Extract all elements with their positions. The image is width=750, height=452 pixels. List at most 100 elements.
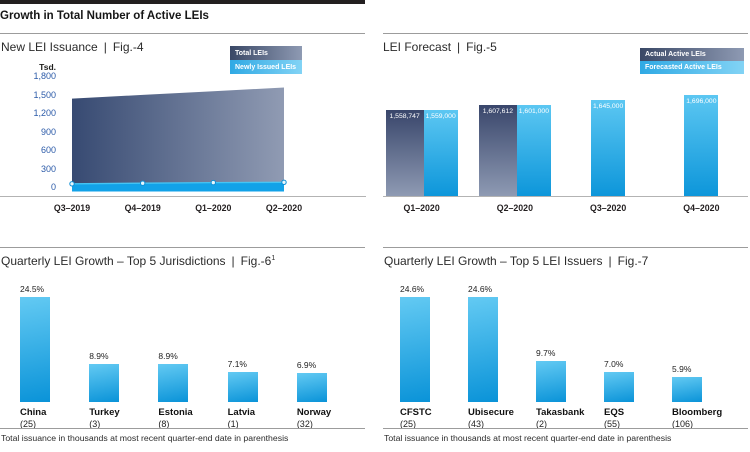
percent-label: 24.6% bbox=[400, 284, 425, 294]
fig5-fig-label: Fig.-5 bbox=[466, 40, 497, 54]
bar-value-label: 1,696,000 bbox=[686, 98, 717, 105]
category-count: (55) bbox=[604, 419, 621, 429]
fig4-y-axis-unit: Tsd. bbox=[39, 62, 56, 72]
divider-bottom-left bbox=[0, 247, 365, 248]
category-name: Norway bbox=[296, 407, 332, 418]
fig6-footnote-marker: 1 bbox=[271, 255, 276, 262]
fig4-title-separator: | bbox=[103, 40, 107, 54]
fig6-title-text: Quarterly LEI Growth – Top 5 Jurisdictio… bbox=[1, 254, 226, 268]
percent-label: 8.9% bbox=[89, 351, 109, 361]
category-name: China bbox=[20, 407, 47, 418]
fig5-title-text: LEI Forecast bbox=[383, 40, 452, 54]
category-bar-area: 24.6% bbox=[383, 277, 451, 402]
category-name: Turkey bbox=[89, 407, 120, 418]
fig7-title-text: Quarterly LEI Growth – Top 5 LEI Issuers bbox=[384, 254, 603, 268]
category-name: Takasbank bbox=[536, 407, 585, 418]
category-count: (1) bbox=[227, 419, 239, 429]
actual-active-leis-bar: 1,558,747 bbox=[385, 110, 424, 196]
category-name: Ubisecure bbox=[468, 407, 514, 418]
category-count: (43) bbox=[468, 419, 485, 429]
header-accent-bar bbox=[0, 0, 365, 4]
fig5-x-tick: Q2–2020 bbox=[496, 203, 533, 213]
category-count: (8) bbox=[158, 419, 170, 429]
data-point-marker bbox=[210, 179, 217, 186]
category-count: (106) bbox=[672, 419, 694, 429]
fig5-bar-group: 1,607,612 1,601,000 bbox=[468, 80, 561, 196]
newly-issued-band bbox=[72, 182, 284, 192]
growth-bar bbox=[158, 364, 189, 402]
category-count: (2) bbox=[536, 419, 547, 429]
legend-item-actual-active-leis: Actual Active LEIs bbox=[640, 48, 744, 61]
forecasted-active-leis-bar: 1,559,000 bbox=[423, 110, 458, 196]
category-bar-area: 9.7% bbox=[519, 277, 587, 402]
bar-value-label: 1,645,000 bbox=[593, 103, 624, 110]
bar-value-label: 1,558,747 bbox=[389, 113, 420, 120]
forecasted-active-leis-bar: 1,601,000 bbox=[516, 105, 551, 196]
bar-value-label: 1,601,000 bbox=[518, 108, 549, 115]
fig5-plot: 1,558,747 1,559,000 1,607,612 1,601,000 1,64… bbox=[375, 80, 748, 196]
fig4-plot bbox=[69, 87, 287, 192]
fig6-title-separator: | bbox=[231, 254, 235, 268]
fig4-y-tick: 1,800 bbox=[33, 71, 56, 81]
fig4-y-tick: 0 bbox=[50, 182, 56, 192]
percent-label: 9.7% bbox=[536, 348, 556, 358]
fig7-columns: 24.6% CFSTC (25) 24.6% Ubisecure (43) 9.7% Taka… bbox=[383, 277, 723, 429]
fig4-area-group bbox=[69, 87, 287, 192]
category-column: 5.9% Bloomberg (106) bbox=[655, 277, 723, 429]
category-column: 24.6% Ubisecure (43) bbox=[451, 277, 519, 429]
fig4-y-tick: 1,200 bbox=[33, 108, 56, 118]
category-column: 9.7% Takasbank (2) bbox=[519, 277, 587, 429]
fig5-bar-group: 1,696,000 bbox=[655, 80, 748, 196]
data-point-marker bbox=[281, 179, 287, 186]
fig5-x-tick: Q1–2020 bbox=[403, 203, 440, 213]
category-column: 8.9% Turkey (3) bbox=[69, 277, 138, 429]
growth-bar bbox=[20, 297, 50, 402]
fig4-fig-label: Fig.-4 bbox=[112, 40, 144, 54]
fig4-y-axis: 1,800 1,500 1,200 900 600 300 0 bbox=[0, 71, 56, 196]
forecasted-active-leis-bar: 1,696,000 bbox=[684, 95, 719, 196]
divider-top-left bbox=[0, 33, 365, 34]
fig4-x-tick: Q1–2020 bbox=[195, 203, 232, 213]
growth-bar bbox=[89, 364, 120, 402]
fig7-title-separator: | bbox=[608, 254, 612, 268]
fig5-x-axis-line bbox=[383, 196, 748, 197]
fig4-title: New LEI Issuance | Fig.-4 bbox=[1, 40, 144, 54]
legend-item-total-leis: Total LEIs bbox=[230, 46, 302, 60]
newly-issued-line bbox=[71, 181, 285, 185]
category-column: 24.5% China (25) bbox=[0, 277, 69, 429]
category-bar-area: 8.9% bbox=[138, 277, 207, 402]
fig4-title-text: New LEI Issuance bbox=[1, 40, 98, 54]
growth-bar bbox=[672, 377, 702, 402]
fig4-y-tick: 600 bbox=[40, 145, 56, 155]
fig5-legend: Actual Active LEIs Forecasted Active LEI… bbox=[640, 48, 744, 74]
percent-label: 7.0% bbox=[604, 359, 624, 369]
fig5-bar-group: 1,645,000 bbox=[562, 80, 655, 196]
fig5-x-axis: Q1–2020 Q2–2020 Q3–2020 Q4–2020 bbox=[375, 203, 748, 213]
category-name: Estonia bbox=[158, 407, 193, 418]
fig4-x-tick: Q2–2020 bbox=[265, 203, 303, 213]
fig5-bar-group: 1,558,747 1,559,000 bbox=[375, 80, 468, 196]
category-count: (3) bbox=[89, 419, 101, 429]
percent-label: 7.1% bbox=[227, 359, 247, 369]
percent-label: 5.9% bbox=[672, 364, 692, 374]
category-column: 7.0% EQS (55) bbox=[587, 277, 655, 429]
fig4-x-axis-line bbox=[0, 196, 366, 197]
category-bar-area: 7.0% bbox=[587, 277, 655, 402]
category-column: 6.9% Norway (32) bbox=[277, 277, 346, 429]
page-title: Growth in Total Number of Active LEIs bbox=[0, 10, 209, 22]
category-bar-area: 24.5% bbox=[0, 277, 69, 402]
divider-bottom-right bbox=[383, 247, 748, 248]
fig6-footnote-rule bbox=[0, 428, 365, 429]
category-bar-area: 7.1% bbox=[208, 277, 277, 402]
growth-bar bbox=[468, 297, 498, 402]
category-bar-area: 24.6% bbox=[451, 277, 519, 402]
percent-label: 6.9% bbox=[296, 360, 317, 370]
bar-value-label: 1,559,000 bbox=[425, 113, 456, 120]
fig6-footnote: Total issuance in thousands at most rece… bbox=[1, 433, 289, 443]
fig5-title: LEI Forecast | Fig.-5 bbox=[383, 40, 497, 54]
data-point-marker bbox=[140, 180, 146, 186]
bar-value-label: 1,607,612 bbox=[482, 108, 513, 115]
forecasted-active-leis-bar: 1,645,000 bbox=[591, 100, 626, 196]
growth-bar bbox=[536, 361, 566, 402]
category-count: (25) bbox=[20, 419, 37, 429]
